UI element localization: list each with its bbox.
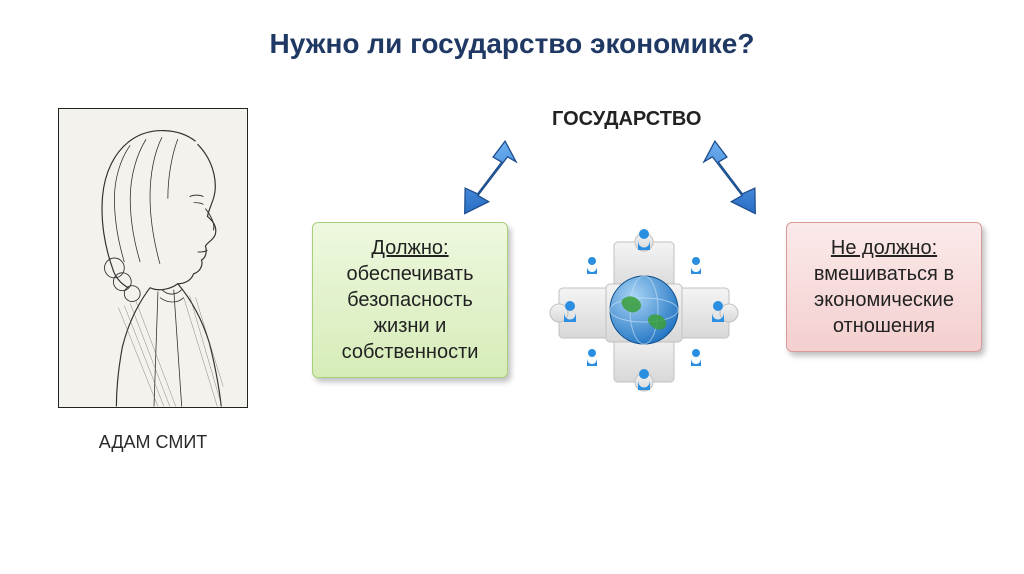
box-should-not: Не должно: вмешиваться в экономические о… [786, 222, 982, 352]
box-should-heading: Должно: [371, 237, 448, 259]
arrow-left-icon [434, 130, 539, 221]
box-should-body: обеспечивать безопасность жизни и собств… [342, 263, 479, 363]
globe-puzzle-icon [544, 222, 744, 402]
portrait-caption: АДАМ СМИТ [58, 432, 248, 453]
page-title: Нужно ли государство экономике? [0, 28, 1024, 60]
box-should-not-body: вмешиваться в экономические отношения [814, 263, 954, 337]
diagram-top-label: ГОСУДАРСТВО [552, 108, 701, 131]
box-should-not-heading: Не должно: [831, 237, 937, 259]
portrait-frame [58, 108, 248, 408]
arrow-right-icon [680, 130, 785, 221]
box-should: Должно: обеспечивать безопасность жизни … [312, 222, 508, 378]
portrait-illustration [59, 109, 247, 407]
